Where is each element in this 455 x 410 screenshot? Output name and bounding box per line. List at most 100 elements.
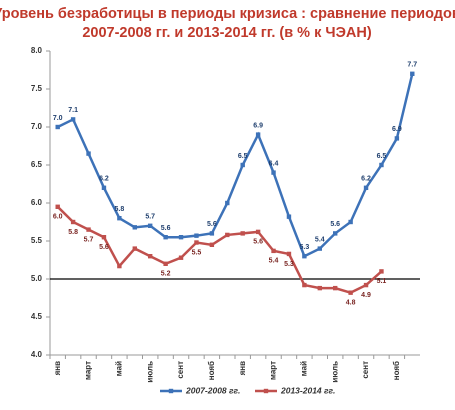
point	[148, 254, 153, 259]
point	[286, 214, 292, 219]
point	[209, 231, 215, 236]
y-tick-label: 7.5	[31, 84, 43, 93]
x-tick-label: июль	[145, 361, 154, 383]
data-label: 4.8	[346, 300, 356, 307]
point	[240, 162, 245, 168]
point	[225, 200, 230, 206]
y-tick-label: 6.5	[31, 160, 43, 169]
point	[178, 255, 184, 260]
x-tick-label: май	[114, 361, 123, 376]
point	[132, 225, 137, 230]
point	[394, 136, 400, 141]
data-label: 5.5	[192, 249, 202, 256]
point	[194, 233, 199, 238]
data-label: 6.0	[53, 214, 63, 221]
point	[317, 285, 322, 291]
legend-marker	[263, 388, 269, 394]
point	[178, 235, 184, 240]
point	[117, 216, 122, 221]
point	[255, 132, 261, 137]
data-label: 5.6	[99, 244, 109, 251]
data-label: 5.6	[207, 221, 217, 228]
x-tick-label: июль	[330, 361, 339, 383]
data-label: 5.7	[145, 214, 155, 221]
x-tick-label: март	[269, 361, 278, 380]
point	[286, 251, 292, 257]
data-label: 5.2	[161, 271, 171, 278]
point	[348, 219, 353, 225]
data-label: 6.2	[99, 176, 109, 183]
point	[148, 223, 153, 228]
series-line	[56, 205, 383, 295]
x-tick-label: нояб	[392, 361, 401, 380]
data-label: 6.5	[377, 153, 387, 160]
y-tick-label: 4.5	[31, 312, 43, 321]
data-label: 5.1	[377, 278, 387, 285]
data-label: 5.6	[330, 221, 340, 228]
data-label: 5.6	[253, 239, 263, 246]
point	[317, 246, 322, 251]
data-label: 5.8	[68, 229, 78, 236]
point	[333, 231, 338, 236]
data-label: 6.9	[253, 122, 263, 129]
point	[86, 227, 91, 232]
point	[302, 254, 307, 259]
data-label: 5.6	[161, 225, 171, 232]
data-label: 5.7	[84, 236, 94, 243]
y-tick-label: 5.0	[31, 274, 43, 283]
point	[363, 185, 369, 190]
point	[255, 229, 261, 235]
data-label: 7.7	[407, 62, 417, 69]
data-label: 5.8	[115, 206, 125, 213]
point	[333, 285, 338, 291]
point	[240, 231, 245, 236]
point	[410, 71, 415, 76]
point	[209, 242, 215, 247]
point	[132, 246, 137, 251]
point	[86, 151, 91, 156]
data-label: 5.3	[284, 261, 294, 268]
point	[271, 248, 276, 254]
y-tick-label: 5.5	[31, 236, 43, 245]
data-label: 7.1	[68, 107, 78, 114]
point	[117, 263, 122, 269]
x-tick-label: сент	[176, 361, 185, 379]
point	[70, 117, 76, 122]
data-label: 6.2	[361, 176, 371, 183]
chart-title: 2007-2008 гг. и 2013-2014 гг. (в % к ЧЭА…	[82, 25, 371, 41]
point	[163, 261, 168, 266]
point	[379, 269, 384, 274]
x-tick-label: янв	[53, 361, 62, 376]
point	[271, 170, 276, 175]
point	[379, 162, 384, 168]
point	[163, 235, 168, 240]
point	[55, 124, 60, 130]
data-label: 4.9	[361, 292, 371, 299]
legend-label: 2007-2008 гг.	[185, 385, 240, 395]
point	[225, 232, 230, 238]
data-label: 5.4	[315, 236, 325, 243]
point	[348, 290, 353, 295]
data-label: 5.4	[269, 258, 279, 265]
point	[55, 204, 60, 209]
x-tick-label: май	[299, 361, 308, 376]
legend-label: 2013-2014 гг.	[280, 385, 335, 395]
x-tick-label: сент	[361, 361, 370, 379]
legend-marker	[168, 388, 174, 394]
x-tick-label: янв	[238, 361, 247, 376]
point	[363, 282, 369, 288]
y-tick-label: 4.0	[31, 350, 43, 359]
data-label: 6.4	[269, 160, 279, 167]
x-tick-label: нояб	[207, 361, 216, 380]
point	[70, 219, 76, 225]
point	[194, 240, 199, 245]
data-label: 7.0	[53, 115, 63, 122]
x-tick-label: март	[84, 361, 93, 380]
y-tick-label: 6.0	[31, 198, 43, 207]
y-tick-label: 7.0	[31, 122, 43, 131]
data-label: 6.5	[238, 153, 248, 160]
data-label: 6.9	[392, 126, 402, 133]
y-tick-label: 8.0	[31, 46, 43, 55]
point	[101, 185, 107, 190]
